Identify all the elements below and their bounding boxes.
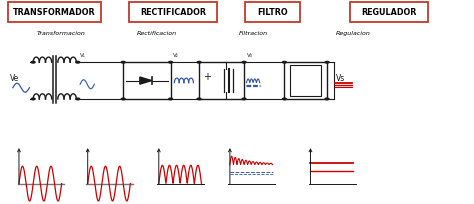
Text: V₂: V₂ xyxy=(173,53,179,58)
Text: Transformacion: Transformacion xyxy=(37,31,86,36)
Circle shape xyxy=(197,61,201,63)
FancyBboxPatch shape xyxy=(129,2,217,22)
Text: +: + xyxy=(203,71,211,82)
Circle shape xyxy=(31,61,35,63)
Bar xyxy=(284,62,327,99)
Circle shape xyxy=(76,98,80,100)
Text: Ve: Ve xyxy=(10,74,20,83)
Text: V₁: V₁ xyxy=(80,53,86,58)
Circle shape xyxy=(31,98,35,100)
Circle shape xyxy=(197,98,201,100)
Bar xyxy=(290,65,321,96)
Text: V₃: V₃ xyxy=(246,53,253,58)
Circle shape xyxy=(169,98,173,100)
Text: REGULADOR: REGULADOR xyxy=(361,8,416,17)
Text: FILTRO: FILTRO xyxy=(257,8,288,17)
Text: Rectificacion: Rectificacion xyxy=(137,31,176,36)
Bar xyxy=(199,62,244,99)
Circle shape xyxy=(283,61,286,63)
Polygon shape xyxy=(140,77,152,84)
Circle shape xyxy=(121,98,125,100)
Circle shape xyxy=(242,98,246,100)
Text: RECTIFICADOR: RECTIFICADOR xyxy=(140,8,206,17)
Circle shape xyxy=(283,98,286,100)
FancyBboxPatch shape xyxy=(246,2,300,22)
FancyBboxPatch shape xyxy=(9,2,100,22)
Circle shape xyxy=(169,61,173,63)
FancyBboxPatch shape xyxy=(349,2,428,22)
Circle shape xyxy=(242,61,246,63)
Text: Filtracion: Filtracion xyxy=(239,31,268,36)
Bar xyxy=(123,62,171,99)
Text: Regulacion: Regulacion xyxy=(336,31,371,36)
Circle shape xyxy=(325,61,329,63)
Circle shape xyxy=(325,98,329,100)
Circle shape xyxy=(121,61,125,63)
Text: Vs: Vs xyxy=(336,74,345,83)
Text: TRANSFORMADOR: TRANSFORMADOR xyxy=(13,8,96,17)
Circle shape xyxy=(76,61,80,63)
